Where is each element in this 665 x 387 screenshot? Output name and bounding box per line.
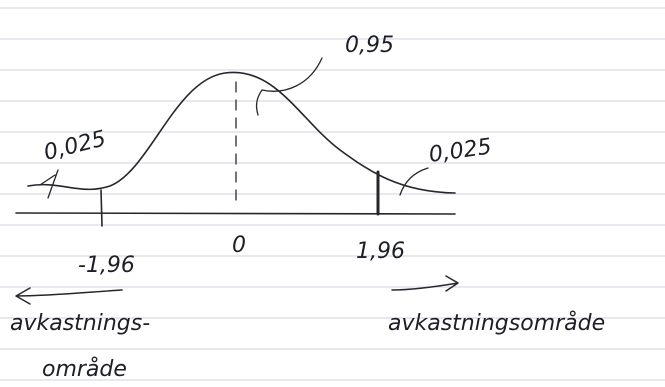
left-region-line: område bbox=[42, 356, 127, 382]
left-critical-mark bbox=[101, 190, 102, 226]
axis bbox=[16, 213, 455, 214]
mean: 0 bbox=[232, 233, 246, 258]
center-probability: 0,95 bbox=[345, 33, 394, 58]
right-arrow bbox=[392, 276, 458, 291]
right-critical: 1,96 bbox=[356, 239, 405, 264]
right-leader bbox=[400, 168, 428, 195]
left-critical: -1,96 bbox=[78, 253, 135, 278]
center-leader bbox=[257, 58, 322, 115]
right-region: avkastningsområde bbox=[388, 310, 605, 336]
left-region-line: avkastnings- bbox=[10, 311, 150, 336]
left-arrow bbox=[16, 288, 122, 304]
sketch: 0,95 0,025 0,025 -1,96 0 1,96 avkastning… bbox=[0, 0, 665, 387]
